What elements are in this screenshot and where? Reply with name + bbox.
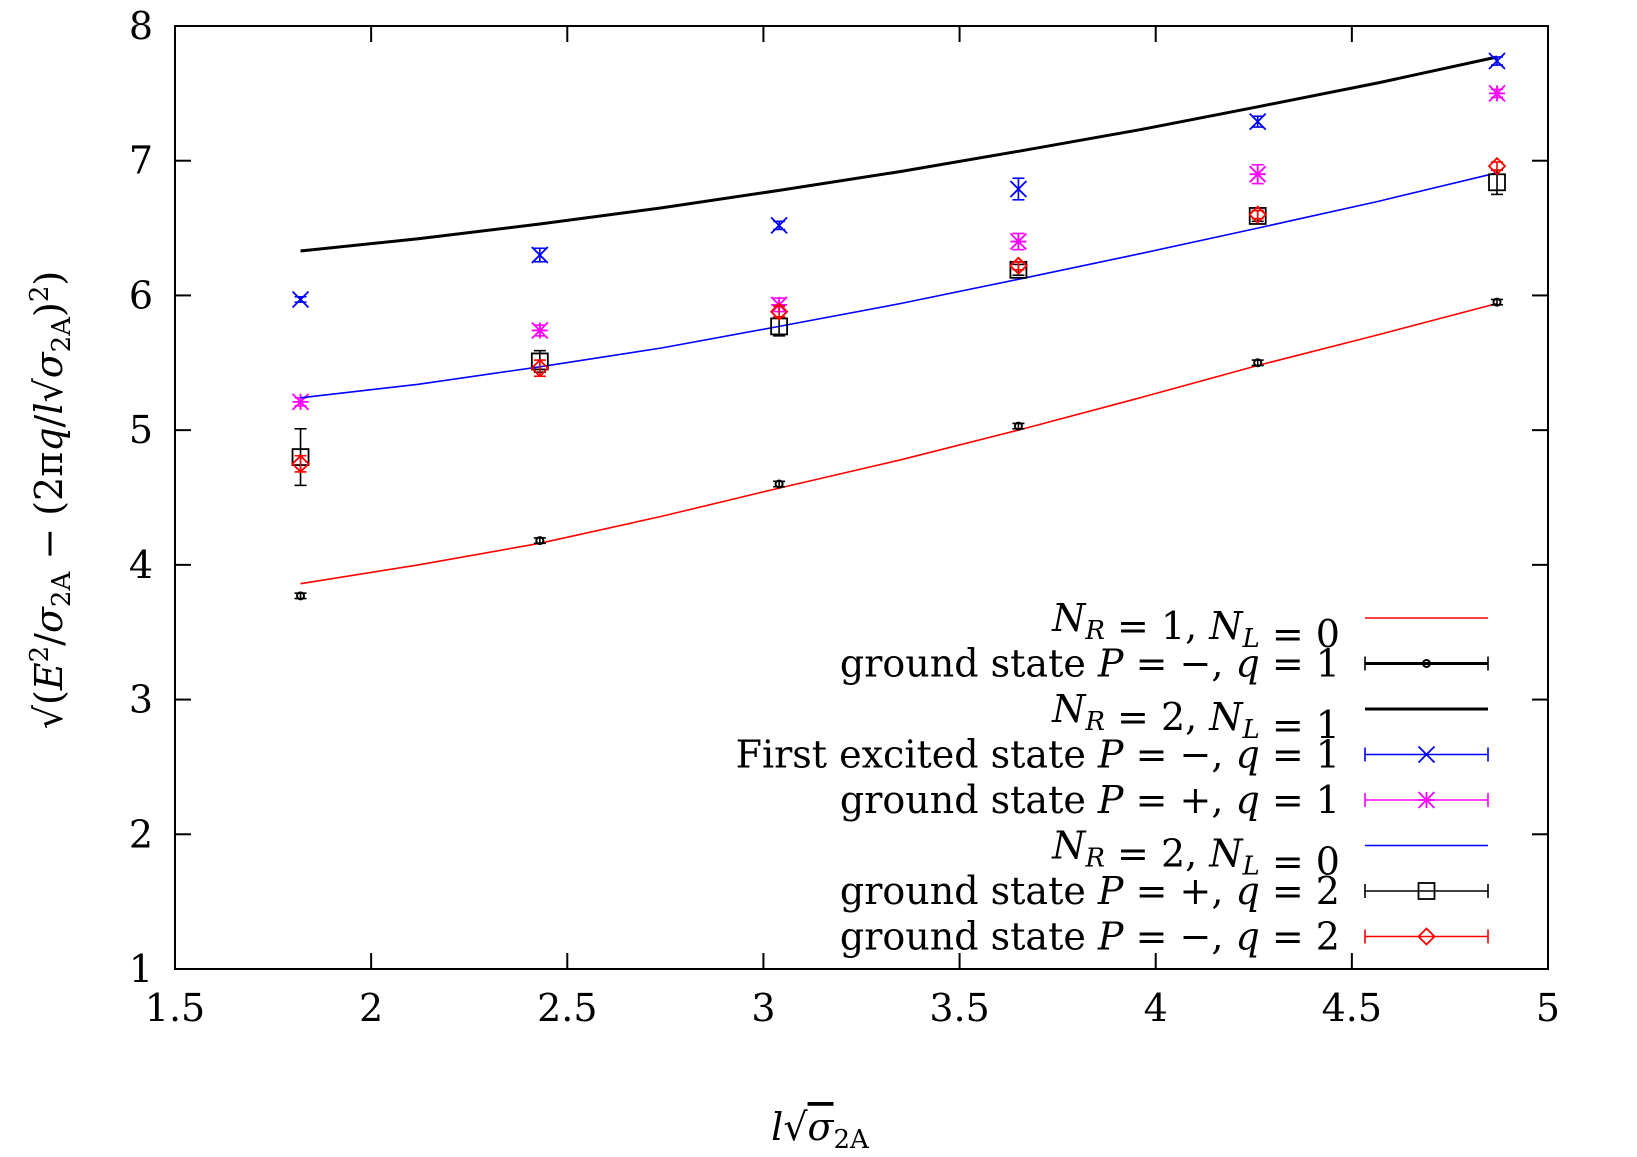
y-tick-label: 7: [129, 139, 153, 183]
x-tick-label: 3.5: [929, 986, 989, 1030]
data-point: [291, 393, 310, 411]
legend-marker: [1417, 791, 1436, 809]
data-point: [535, 536, 545, 546]
legend-label: First excited state P = −, q = 1: [736, 733, 1340, 777]
y-tick-label: 1: [129, 947, 153, 991]
data-point: [774, 479, 784, 489]
y-tick-label: 6: [129, 273, 153, 317]
legend-marker: [1417, 927, 1436, 946]
data-point: [1248, 207, 1267, 225]
data-point: [1009, 180, 1028, 198]
x-axis-title: l√σ2A: [771, 1105, 870, 1155]
data-point: [291, 454, 310, 474]
legend-label: ground state P = +, q = 2: [840, 869, 1340, 913]
data-point: [531, 246, 549, 264]
series-2: [300, 55, 1498, 253]
legend-entry-6: ground state P = +, q = 2: [840, 869, 1489, 913]
axis-ticks: 1.5 2 2.5 3 3.5 4 4.5 5 1 2 3 4 5 6 7 8: [129, 4, 1560, 1030]
data-point: [291, 290, 310, 309]
data-point: [1013, 421, 1023, 431]
data-point: [1009, 232, 1028, 251]
data-point: [1253, 358, 1263, 368]
x-tick-label: 4.5: [1322, 986, 1382, 1030]
x-tick-label: 2: [359, 986, 383, 1030]
series-5: [300, 172, 1498, 399]
svg-text:l√σ2A: l√σ2A: [771, 1105, 870, 1155]
series-3: [291, 52, 1506, 309]
data-point: [770, 216, 788, 235]
legend-entry-3: First excited state P = −, q = 1: [736, 733, 1489, 777]
series-line: [300, 55, 1498, 253]
x-tick-label: 3: [751, 986, 775, 1030]
series-1: [294, 297, 1504, 601]
error-bar: [294, 454, 307, 473]
x-tick-label: 5: [1536, 986, 1560, 1030]
data-point: [296, 591, 306, 601]
y-tick-label: 8: [129, 4, 153, 48]
svg-text:√(E2/σ2A − (2πq/l√σ2A)2): √(E2/σ2A − (2πq/l√σ2A)2): [25, 271, 77, 729]
legend-entry-5: NR = 2, NL = 0: [1051, 824, 1488, 884]
legend-marker: [1417, 745, 1436, 764]
legend-marker: [1422, 659, 1431, 668]
x-tick-label: 2.5: [537, 986, 597, 1030]
legend-marker: [1417, 882, 1436, 900]
y-tick-label: 2: [129, 812, 153, 856]
data-point: [769, 302, 789, 321]
series-0: [300, 302, 1498, 585]
series-line: [300, 302, 1498, 585]
series-line: [300, 172, 1498, 399]
data-point: [1249, 113, 1267, 131]
data-point: [1249, 165, 1267, 183]
y-tick-label: 5: [129, 408, 153, 452]
x-tick-label: 1.5: [145, 986, 205, 1030]
error-bar: [773, 305, 786, 318]
y-tick-label: 3: [129, 678, 153, 722]
data-point: [1248, 205, 1267, 224]
series-layer: [291, 52, 1507, 601]
legend-entry-1: ground state P = −, q = 1: [840, 642, 1489, 686]
plot-frame: [174, 25, 1549, 970]
series-4: [291, 84, 1506, 411]
data-point: [1488, 84, 1506, 102]
y-axis-title: √(E2/σ2A − (2πq/l√σ2A)2): [25, 271, 77, 729]
data-point: [530, 358, 550, 378]
legend-entry-2: NR = 2, NL = 1: [1051, 687, 1488, 747]
data-point: [1009, 256, 1028, 276]
legend-entry-0: NR = 1, NL = 0: [1051, 596, 1488, 656]
series-6: [291, 169, 1506, 487]
x-tick-label: 4: [1144, 986, 1168, 1030]
legend-label: NR = 2, NL = 0: [1051, 824, 1340, 884]
data-point: [1492, 297, 1502, 307]
legend-label: ground state P = +, q = 1: [840, 778, 1340, 822]
legend-label: ground state P = −, q = 2: [840, 915, 1340, 959]
data-point: [1488, 52, 1506, 70]
legend-label: NR = 1, NL = 0: [1051, 596, 1340, 656]
y-tick-label: 4: [129, 543, 153, 587]
legend-label: ground state P = −, q = 1: [840, 642, 1340, 686]
series-7: [291, 156, 1507, 474]
data-point: [531, 321, 549, 340]
plot-border: [174, 25, 1549, 970]
legend-entry-7: ground state P = −, q = 2: [840, 915, 1489, 959]
legend-entry-4: ground state P = +, q = 1: [840, 778, 1489, 822]
data-point: [1487, 156, 1507, 176]
legend-label: NR = 2, NL = 1: [1051, 687, 1340, 747]
